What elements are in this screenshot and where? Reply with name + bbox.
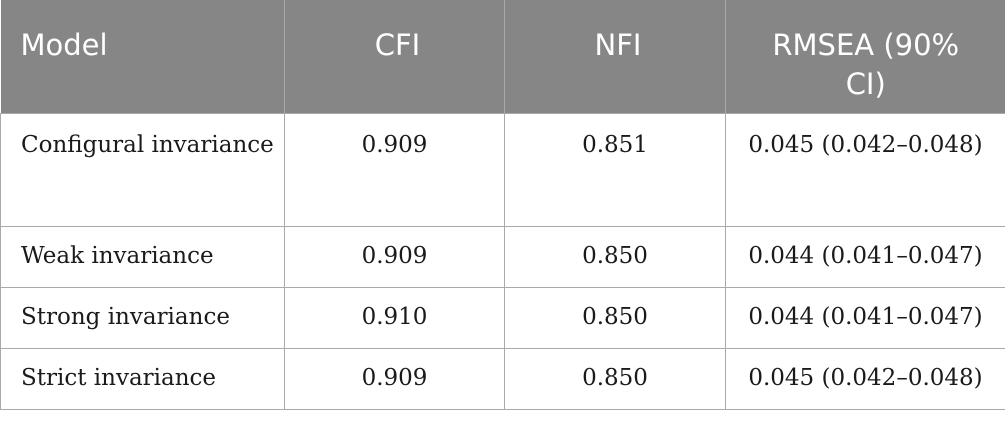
cell-nfi: 0.850 <box>504 225 726 288</box>
header-cfi: CFI <box>284 0 505 113</box>
cell-cfi: 0.909 <box>284 225 505 288</box>
table-row: Configural invariance 0.909 0.851 0.045 … <box>0 112 1005 227</box>
cell-model: Strong invariance <box>0 286 285 349</box>
header-row: Model CFI NFI RMSEA (90% CI) <box>0 0 1005 113</box>
cell-rmsea: 0.045 (0.042–0.048) <box>725 347 1005 410</box>
measurement-invariance-table: Model CFI NFI RMSEA (90% CI) Configural … <box>0 0 1005 410</box>
header-rmsea: RMSEA (90% CI) <box>725 0 1005 113</box>
cell-model: Weak invariance <box>0 225 285 288</box>
table-row: Strong invariance 0.910 0.850 0.044 (0.0… <box>0 286 1005 349</box>
header-nfi: NFI <box>504 0 726 113</box>
cell-nfi: 0.851 <box>504 112 726 227</box>
table-body: Configural invariance 0.909 0.851 0.045 … <box>0 112 1005 410</box>
cell-cfi: 0.909 <box>284 112 505 227</box>
table-row: Weak invariance 0.909 0.850 0.044 (0.041… <box>0 225 1005 288</box>
cell-cfi: 0.910 <box>284 286 505 349</box>
cell-model: Configural invariance <box>0 112 285 227</box>
cell-rmsea: 0.044 (0.041–0.047) <box>725 286 1005 349</box>
header-model: Model <box>0 0 285 113</box>
cell-nfi: 0.850 <box>504 347 726 410</box>
cell-model: Strict invariance <box>0 347 285 410</box>
cell-rmsea: 0.044 (0.041–0.047) <box>725 225 1005 288</box>
cell-rmsea: 0.045 (0.042–0.048) <box>725 112 1005 227</box>
cell-cfi: 0.909 <box>284 347 505 410</box>
cell-nfi: 0.850 <box>504 286 726 349</box>
table-row: Strict invariance 0.909 0.850 0.045 (0.0… <box>0 347 1005 410</box>
table-header: Model CFI NFI RMSEA (90% CI) <box>0 0 1005 113</box>
